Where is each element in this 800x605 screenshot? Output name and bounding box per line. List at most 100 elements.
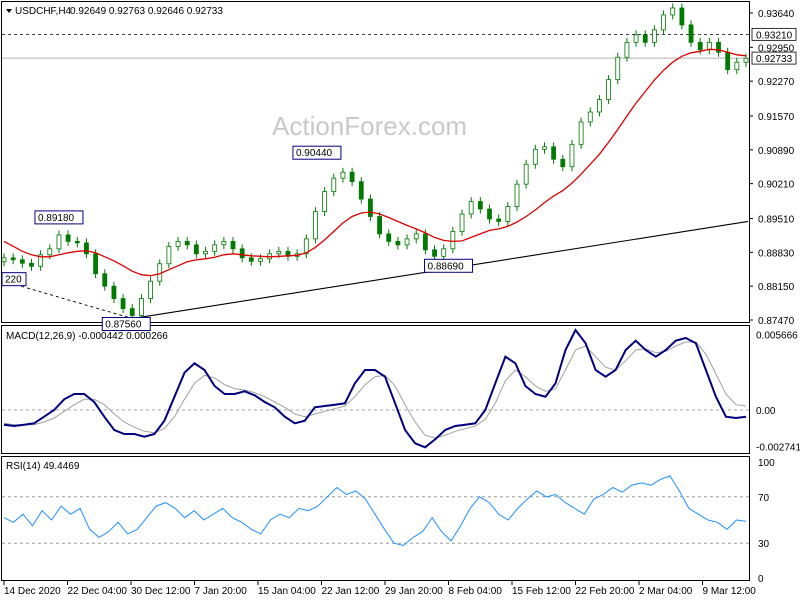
candle: [505, 202, 511, 226]
x-axis-label: 22 Feb 20:00: [576, 586, 635, 597]
annotation-label: 0.90440: [296, 148, 333, 159]
candle: [349, 167, 355, 187]
annotation-box: [34, 210, 84, 225]
candle-body: [29, 262, 34, 267]
candle-body: [10, 257, 16, 261]
candle: [221, 236, 227, 250]
candle: [587, 107, 593, 127]
macd-title: MACD(12,26,9) -0.000442 0.000266: [6, 331, 168, 342]
candle: [38, 250, 44, 271]
candle: [303, 234, 309, 259]
candle-body: [569, 143, 575, 168]
candle-body: [19, 259, 25, 264]
candle-body: [230, 240, 236, 250]
candle-body: [725, 51, 731, 71]
candle: [386, 229, 392, 246]
candle-body: [313, 211, 318, 240]
price-annotation: 0.88690: [424, 258, 474, 273]
rsi-axis-label: 0: [758, 574, 764, 585]
candle: [716, 37, 721, 57]
candle: [477, 197, 483, 214]
candle: [102, 269, 108, 291]
candle-body: [505, 206, 511, 222]
candle: [578, 117, 584, 149]
candle-body: [331, 177, 337, 193]
candle-body: [93, 253, 99, 275]
candle-body: [221, 240, 227, 246]
candle-body: [615, 56, 621, 81]
candle-body: [587, 111, 593, 123]
candle-body: [322, 191, 328, 212]
header-dropdown-icon[interactable]: [6, 9, 12, 13]
candle-body: [258, 258, 263, 262]
candle: [487, 204, 492, 224]
x-axis: 14 Dec 2020 22 Dec 04:00 30 Dec 12:00 7 Jan…: [3, 581, 756, 597]
header-ohlc: 0.92649 0.92763 0.92646 0.92733: [70, 6, 223, 17]
price-annotation: 0.89180: [34, 210, 84, 225]
candle-body: [496, 218, 502, 222]
candle-body: [139, 298, 144, 316]
price-axis-label: 0.89510: [758, 214, 795, 225]
candle: [212, 240, 218, 256]
candle: [523, 159, 529, 189]
moving-average-line: [3, 48, 747, 277]
x-axis-label: 29 Jan 20:00: [385, 586, 443, 597]
candle: [679, 3, 685, 30]
x-axis-label: 30 Dec 12:00: [131, 586, 191, 597]
candle: [459, 209, 465, 236]
candle: [368, 194, 373, 221]
candle-body: [386, 233, 392, 242]
candle: [285, 246, 291, 261]
candle-body: [697, 41, 703, 51]
candle-body: [606, 79, 611, 100]
candle: [239, 244, 245, 263]
candle-body: [422, 233, 428, 251]
candle: [395, 236, 401, 250]
price-axis-tag: 0.92733: [756, 54, 793, 65]
candle-body: [65, 234, 71, 242]
candle: [432, 245, 437, 261]
macd-line: [3, 328, 747, 449]
candle-body: [1, 257, 7, 263]
candle: [743, 53, 749, 67]
macd-axis-label: 0.00: [756, 406, 776, 417]
candle: [230, 236, 236, 254]
candle-body: [633, 34, 639, 43]
candle-body: [102, 273, 108, 287]
candle-body: [239, 248, 245, 259]
candle-body: [47, 248, 53, 256]
annotation-box: [424, 258, 474, 273]
candle-body: [624, 41, 630, 58]
rsi-line: [3, 475, 747, 547]
price-tag-box: [751, 51, 797, 65]
candle: [175, 236, 181, 251]
x-axis-label: 15 Jan 04:00: [258, 586, 316, 597]
price-axis-label: 0.93640: [758, 9, 795, 20]
dashed-trendline: [3, 280, 133, 319]
candle: [450, 226, 456, 254]
candle: [139, 294, 144, 320]
candle-body: [651, 29, 657, 43]
candle-body: [358, 181, 364, 200]
candle-body: [413, 233, 419, 240]
annotation-box: [1, 272, 27, 287]
candle-body: [184, 240, 190, 246]
annotation-label: 220: [5, 275, 22, 286]
candle-body: [716, 41, 721, 53]
candle-body: [193, 244, 199, 255]
price-axis-label: 0.92950: [758, 43, 795, 54]
price-axis-label: 0.87470: [758, 316, 795, 327]
candle-body: [432, 249, 437, 257]
candle-body: [688, 24, 694, 43]
candle-body: [679, 7, 685, 26]
candle-body: [670, 7, 676, 16]
chart-header: USDCHF,H4 0.92649 0.92763 0.92646 0.9273…: [6, 6, 223, 17]
candle: [203, 246, 208, 259]
x-axis-label: 7 Jan 20:00: [195, 586, 248, 597]
candle: [10, 253, 16, 265]
candle: [734, 57, 740, 75]
rsi-axis-label: 70: [758, 493, 770, 504]
